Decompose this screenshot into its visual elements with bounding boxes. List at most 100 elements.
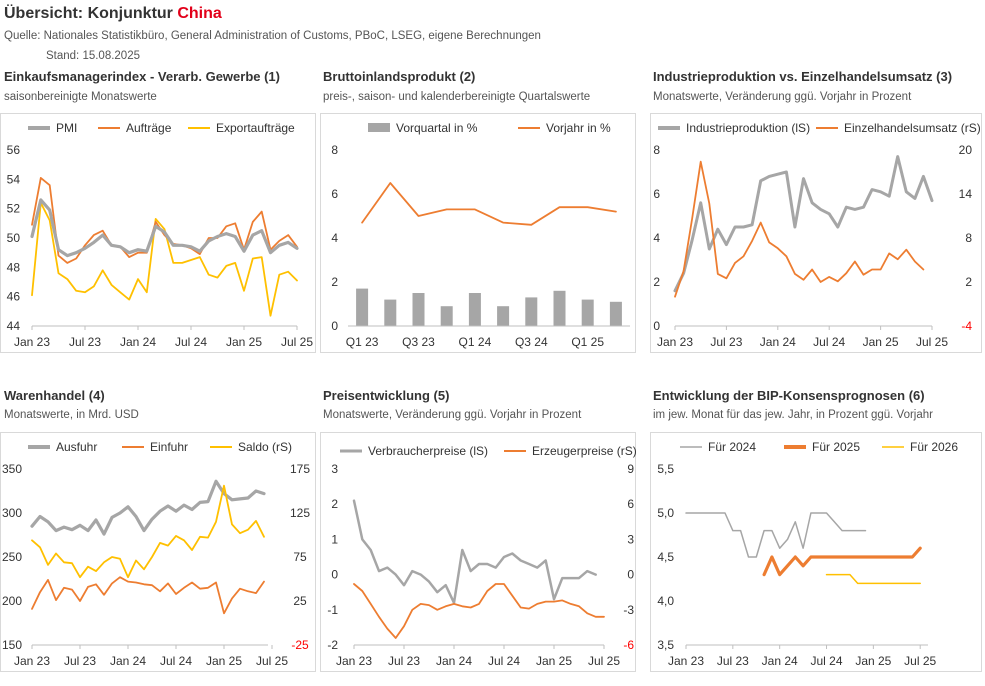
y-tick-label-right: 20	[959, 143, 973, 157]
x-tick-label: Jul 23	[710, 335, 742, 349]
x-tick-label: Jan 23	[668, 654, 704, 668]
x-tick-label: Jul 24	[488, 654, 520, 668]
series-line	[31, 201, 298, 317]
x-tick-label: Jan 23	[14, 335, 50, 349]
series-line	[674, 160, 925, 298]
gdp-bar	[440, 306, 453, 326]
series-line	[825, 573, 921, 585]
series-line	[30, 198, 299, 258]
panel3-subtitle: Monatswerte, Veränderung ggü. Vorjahr in…	[653, 91, 912, 103]
panel4-subtitle: Monatswerte, in Mrd. USD	[4, 409, 139, 421]
source-note: Quelle: Nationales Statistikbüro, Genera…	[4, 30, 541, 42]
y-tick-label-left: 6	[653, 187, 660, 201]
y-tick-label: 8	[331, 143, 338, 157]
legend-label: Für 2024	[708, 440, 756, 454]
gdp-bar	[581, 299, 594, 326]
panel4-title: Warenhandel (4)	[4, 388, 105, 403]
y-tick-label: 50	[7, 231, 21, 245]
y-tick-label: 4,0	[657, 594, 674, 608]
x-tick-label: Jan 24	[760, 335, 796, 349]
series-line	[762, 546, 922, 577]
x-tick-label: Jan 23	[14, 654, 50, 668]
gdp-bar	[468, 293, 481, 326]
panel5-subtitle: Monatswerte, Veränderung ggü. Vorjahr in…	[323, 409, 582, 421]
x-tick-label: Jul 25	[256, 654, 288, 668]
y-tick-label: 52	[7, 202, 21, 216]
y-tick-label: 3,5	[657, 638, 674, 652]
series-line	[685, 512, 867, 558]
chart-frame	[650, 113, 982, 353]
x-tick-label: Jul 23	[388, 654, 420, 668]
y-tick-label-left: 150	[2, 638, 22, 652]
y-tick-label-left: 300	[2, 506, 22, 520]
chart-frame	[0, 113, 316, 353]
x-tick-label: Jan 25	[226, 335, 262, 349]
panel5-title: Preisentwicklung (5)	[323, 388, 450, 403]
gdp-bar	[553, 290, 566, 326]
legend-label: Industrieproduktion (lS)	[686, 121, 810, 135]
x-tick-label: Jul 25	[916, 335, 948, 349]
x-tick-label: Q3 23	[402, 335, 435, 349]
date-stamp: Stand: 15.08.2025	[46, 50, 140, 62]
legend-label: Aufträge	[126, 121, 172, 135]
trade-chart: 350 300 250 200 150 175 125 75 25 -25 Jan 23 Jul 23…	[0, 432, 316, 672]
legend-label: Vorquartal in %	[396, 121, 478, 135]
series-line	[361, 182, 617, 226]
panel1-title: Einkaufsmanagerindex - Verarb. Gewerbe (…	[4, 69, 280, 84]
y-tick-label-right: 125	[290, 506, 310, 520]
legend-label: Saldo (rS)	[238, 440, 292, 454]
x-tick-label: Jul 25	[588, 654, 620, 668]
y-tick-label-left: 0	[653, 319, 660, 333]
panel2-title: Bruttoinlandsprodukt (2)	[323, 69, 476, 84]
y-tick-label-right: 0	[627, 568, 634, 582]
x-tick-label: Jan 23	[336, 654, 372, 668]
y-tick-label: 6	[331, 187, 338, 201]
series-line	[673, 155, 934, 293]
pmi-chart: 56 54 52 50 48 46 44 Jan 23 Jul 23 Jan 24 Jul 24 Ja…	[0, 113, 316, 353]
legend-label: Verbraucherpreise (lS)	[368, 444, 488, 458]
panel1-subtitle: saisonbereinigte Monatswerte	[4, 91, 157, 103]
legend-label: Einfuhr	[150, 440, 188, 454]
x-tick-label: Jan 24	[120, 335, 156, 349]
x-tick-label: Jul 23	[64, 654, 96, 668]
y-tick-label-left: -1	[327, 603, 338, 617]
panel3-title: Industrieproduktion vs. Einzelhandelsums…	[653, 69, 953, 84]
title-main: Übersicht: Konjunktur	[4, 5, 173, 22]
x-tick-label: Jan 25	[536, 654, 572, 668]
y-tick-label-left: 4	[653, 231, 660, 245]
y-tick-label-left: 3	[331, 462, 338, 476]
gdp-bar	[412, 293, 425, 326]
chart-frame	[320, 432, 636, 672]
x-tick-label: Jan 25	[863, 335, 899, 349]
y-tick-label: 54	[7, 172, 21, 186]
x-tick-label: Jan 23	[657, 335, 693, 349]
x-tick-label: Jul 24	[160, 654, 192, 668]
y-tick-label: 48	[7, 260, 21, 274]
y-tick-label-right: 3	[627, 532, 634, 546]
legend-label: Ausfuhr	[56, 440, 97, 454]
x-tick-label: Q3 24	[515, 335, 548, 349]
panel6-title: Entwicklung der BIP-Konsensprognosen (6)	[653, 388, 925, 403]
y-tick-label-right: 8	[965, 231, 972, 245]
gdp-bar	[609, 301, 622, 326]
x-tick-label: Jul 23	[717, 654, 749, 668]
x-tick-label: Q1 24	[459, 335, 492, 349]
y-tick-label-left: 2	[331, 497, 338, 511]
y-tick-label-left: 2	[653, 275, 660, 289]
y-tick-label-right: 75	[293, 550, 307, 564]
chart-frame	[650, 432, 982, 672]
y-tick-label-left: -2	[327, 638, 338, 652]
y-tick-label-left: 8	[653, 143, 660, 157]
gdp-bar	[356, 288, 369, 326]
y-tick-label-right: -3	[623, 603, 634, 617]
y-tick-label: 0	[331, 319, 338, 333]
y-tick-label-right: 6	[627, 497, 634, 511]
legend-label: Erzeugerpreise (rS)	[532, 444, 637, 458]
x-tick-label: Jan 25	[855, 654, 891, 668]
y-tick-label-left: 0	[331, 568, 338, 582]
series-line	[352, 499, 597, 605]
forecast-chart: 5,5 5,0 4,5 4,0 3,5 Jan 23 Jul 23 Jan 24 Jul 24 J…	[650, 432, 982, 672]
y-tick-label: 4,5	[657, 550, 674, 564]
y-tick-label: 44	[7, 319, 21, 333]
